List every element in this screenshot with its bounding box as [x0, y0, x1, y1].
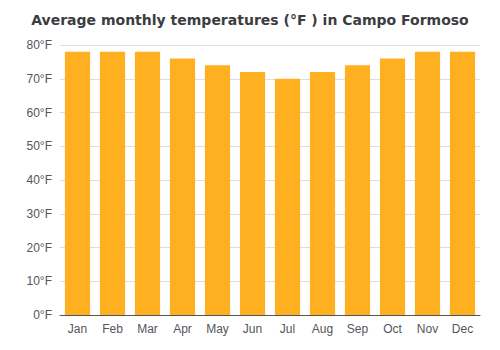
svg-text:10°F: 10°F: [27, 274, 52, 288]
svg-text:50°F: 50°F: [27, 139, 52, 153]
svg-text:0°F: 0°F: [33, 308, 52, 322]
svg-text:Feb: Feb: [102, 322, 123, 336]
svg-text:Sep: Sep: [347, 322, 369, 336]
svg-text:Apr: Apr: [173, 322, 192, 336]
svg-text:20°F: 20°F: [27, 241, 52, 255]
svg-text:30°F: 30°F: [27, 207, 52, 221]
svg-text:Oct: Oct: [383, 322, 402, 336]
svg-text:70°F: 70°F: [27, 72, 52, 86]
svg-text:Dec: Dec: [452, 322, 473, 336]
svg-text:Jul: Jul: [280, 322, 295, 336]
svg-text:40°F: 40°F: [27, 173, 52, 187]
svg-text:Jun: Jun: [243, 322, 262, 336]
svg-text:Average monthly temperatures (: Average monthly temperatures (°F ) in Ca…: [31, 12, 469, 28]
svg-text:Aug: Aug: [312, 322, 333, 336]
svg-text:Mar: Mar: [137, 322, 158, 336]
svg-text:80°F: 80°F: [27, 38, 52, 52]
svg-text:Nov: Nov: [417, 322, 438, 336]
svg-text:Jan: Jan: [68, 322, 87, 336]
svg-text:60°F: 60°F: [27, 106, 52, 120]
svg-text:May: May: [206, 322, 229, 336]
